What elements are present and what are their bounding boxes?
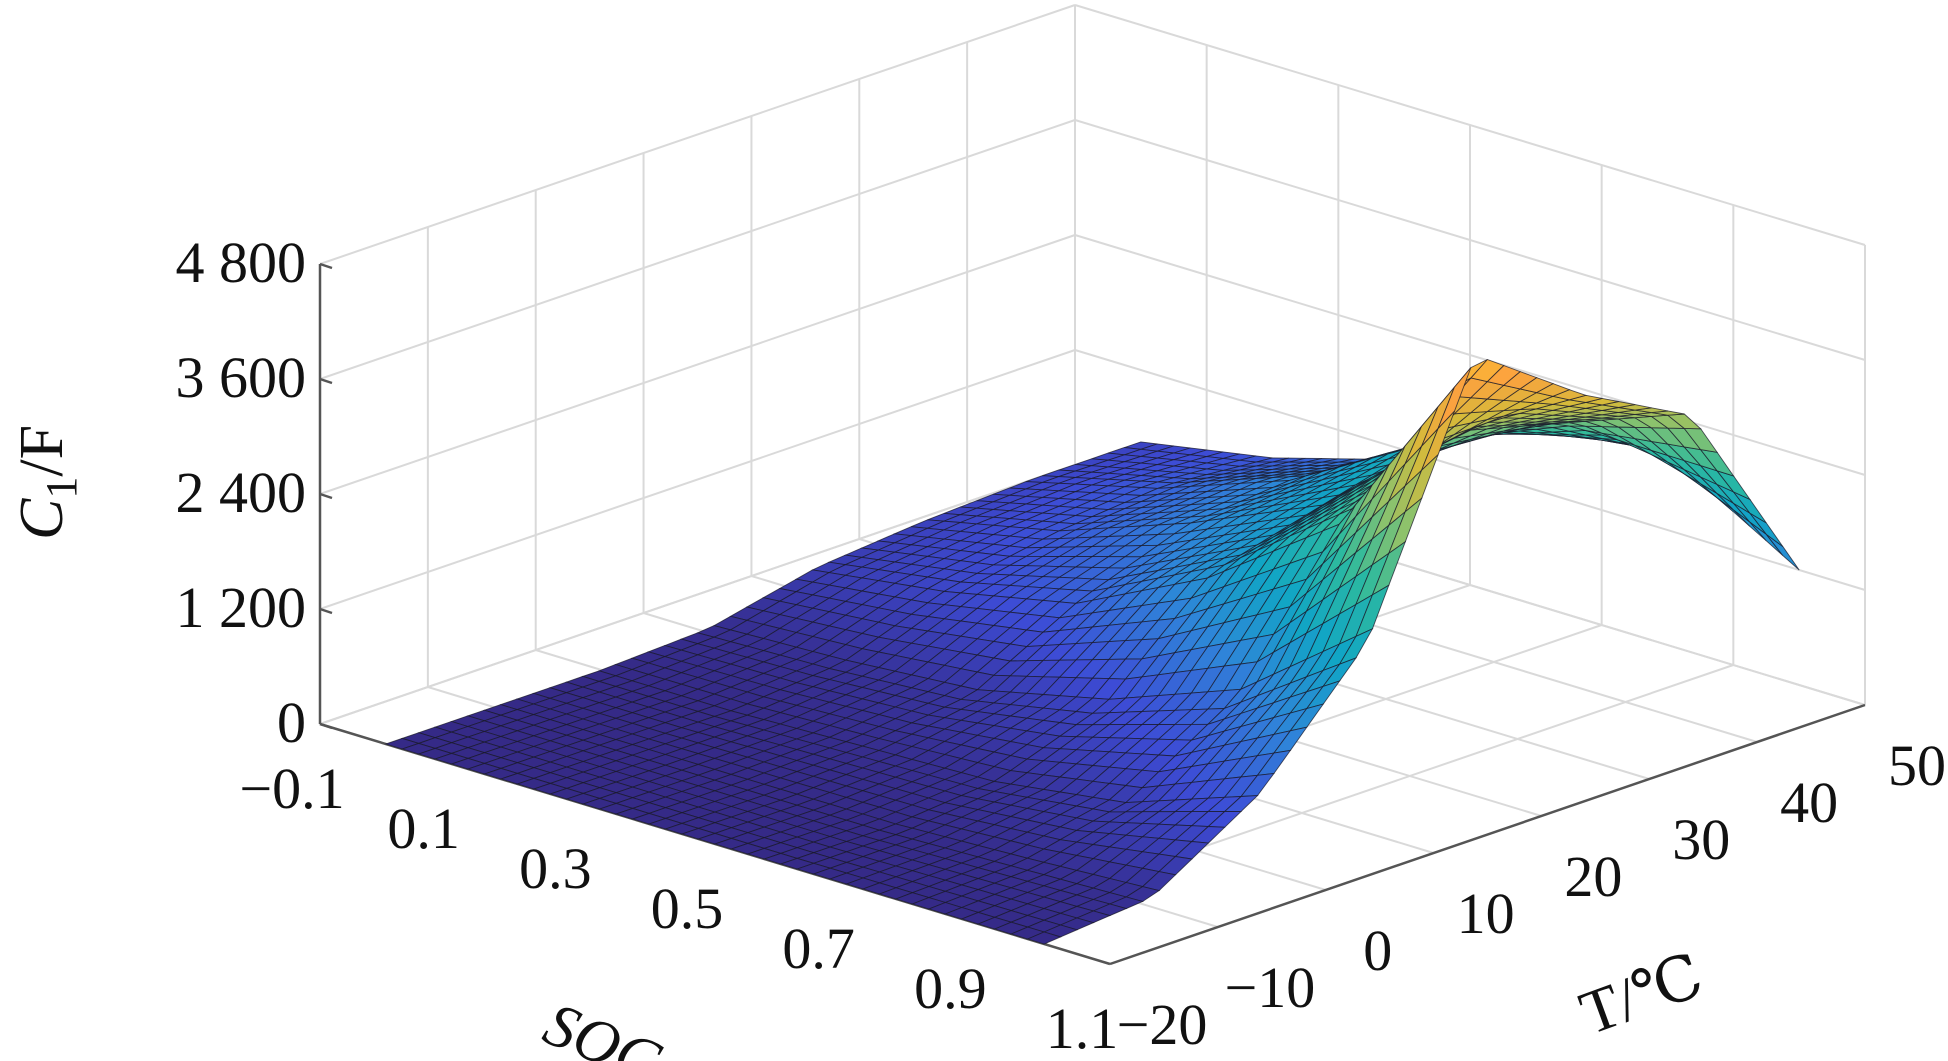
- x-axis-label: SOC: [535, 990, 670, 1061]
- z-tick-label: 3 600: [176, 345, 307, 410]
- y-tick-label: 10: [1457, 881, 1515, 946]
- y-tick-label: 30: [1672, 807, 1730, 872]
- x-tick-label: 0.3: [519, 836, 592, 901]
- z-tick-label: 4 800: [176, 230, 307, 295]
- x-tick-label: 0.9: [914, 956, 987, 1021]
- wall-grid-line: [319, 234, 1076, 495]
- y-axis-label: T/℃: [1572, 942, 1712, 1048]
- y-tick-label: 50: [1888, 733, 1946, 798]
- wall-grid-line: [319, 119, 1076, 380]
- y-tick-label: 0: [1363, 918, 1392, 983]
- z-tick-label: 1 200: [176, 575, 307, 640]
- wall-grid-line: [319, 349, 1076, 610]
- x-tick-label: 1.1: [1046, 996, 1119, 1061]
- z-axis-label-unit: /F: [8, 425, 76, 477]
- wall-grid-line: [1074, 119, 1866, 361]
- z-tick-mark: [319, 492, 333, 500]
- z-axis-label-subscript: 1: [37, 477, 86, 499]
- axis-line: [1109, 703, 1866, 966]
- wall-grid-line: [319, 464, 1076, 725]
- surface-plot: [384, 358, 1800, 945]
- z-tick-mark: [319, 722, 333, 730]
- wall-grid-line: [1074, 349, 1866, 591]
- y-tick-label: −20: [1117, 992, 1208, 1057]
- wall-grid-line: [319, 4, 1076, 265]
- z-axis-label: C1/F: [8, 425, 86, 540]
- surface-patch: [1026, 931, 1062, 945]
- wall-grid-line: [1074, 4, 1866, 246]
- y-tick-label: 20: [1564, 844, 1622, 909]
- tick-labels: 0 1 200 2 400 3 600 4 800 −0.1 0.1 0.3 0.5 0.7 0.9…: [176, 230, 1947, 1061]
- z-tick-mark: [319, 262, 333, 270]
- z-axis-label-main: C: [8, 498, 76, 540]
- x-tick-label: −0.1: [239, 756, 344, 821]
- x-tick-label: 0.7: [782, 916, 855, 981]
- wall-grid-line: [1074, 234, 1866, 476]
- x-tick-label: 0.5: [651, 876, 724, 941]
- z-tick-label: 0: [277, 690, 306, 755]
- y-tick-label: 40: [1780, 770, 1838, 835]
- z-tick-mark: [319, 607, 333, 615]
- z-tick-label: 2 400: [176, 460, 307, 525]
- x-tick-label: 0.1: [387, 796, 460, 861]
- z-tick-mark: [319, 377, 333, 385]
- y-tick-label: −10: [1224, 955, 1315, 1020]
